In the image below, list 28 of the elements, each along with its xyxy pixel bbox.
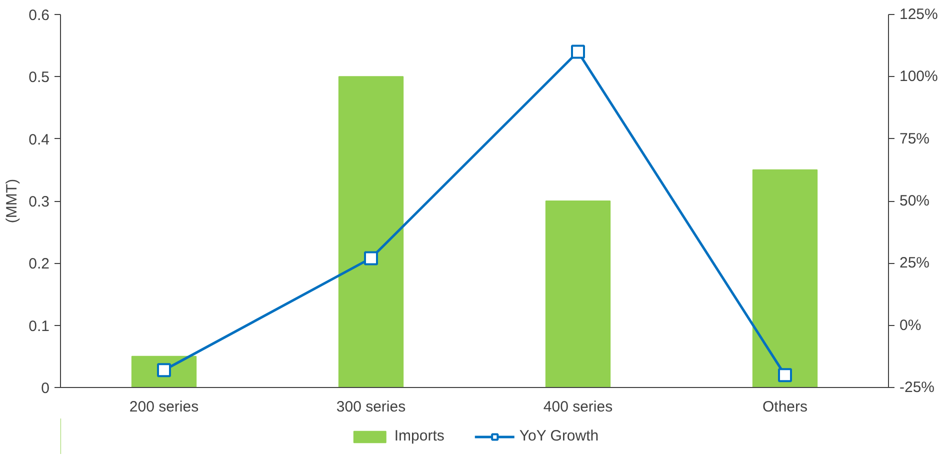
y-tick-label: 0 [41,380,50,397]
point [778,368,792,382]
legend-label: Imports [394,428,444,444]
y-tick-label: 0.3 [28,194,50,210]
y-tick-label: 0.6 [28,7,50,24]
x-tick-label: Others [762,398,808,416]
y-tick-label: 0.5 [28,69,50,86]
bar [545,200,611,388]
y2-tick-label: 50% [900,192,930,210]
y-axis-title: (MMT) [4,178,21,224]
point [364,251,378,266]
y2-tick-label: 125% [900,6,938,23]
y2-tick-label: 0% [900,316,922,334]
y-tick-label: 0.2 [28,256,50,273]
y2-tick-label: 100% [900,68,938,86]
point [157,363,171,378]
y2-tick-label: 25% [900,254,930,272]
y-tick-label: 0.1 [28,318,50,335]
y2-tick-label: -25% [900,379,935,396]
point [571,44,585,59]
bar [338,76,404,388]
y-tick-label: 0.4 [28,131,50,148]
legend-label: YoY Growth [519,428,599,444]
x-tick-label: 200 series [129,398,199,416]
x-tick-label: 300 series [336,398,406,416]
bar [752,169,818,388]
x-tick-label: 400 series [543,398,613,416]
y2-tick-label: 75% [900,130,930,148]
